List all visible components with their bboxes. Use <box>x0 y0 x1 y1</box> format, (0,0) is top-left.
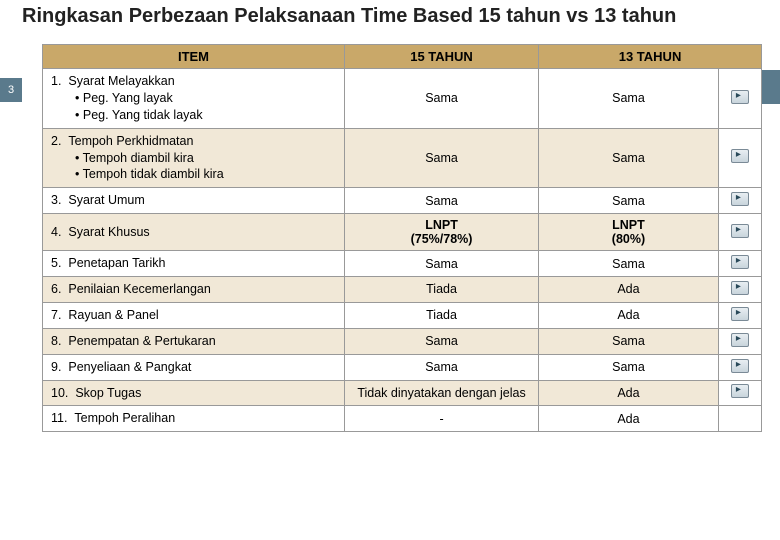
cell-goto[interactable] <box>718 251 761 277</box>
cell-13-tahun: LNPT(80%) <box>539 214 719 251</box>
header-item: ITEM <box>43 45 345 69</box>
goto-icon[interactable] <box>731 359 749 373</box>
cell-goto <box>718 406 761 432</box>
cell-item: 9. Penyeliaan & Pangkat <box>43 354 345 380</box>
goto-icon[interactable] <box>731 255 749 269</box>
cell-15-tahun: Sama <box>344 69 538 129</box>
cell-goto[interactable] <box>718 214 761 251</box>
goto-icon[interactable] <box>731 192 749 206</box>
goto-icon[interactable] <box>731 307 749 321</box>
table-row: 10. Skop TugasTidak dinyatakan dengan je… <box>43 380 762 406</box>
cell-13-tahun: Ada <box>539 406 719 432</box>
table-row: 3. Syarat UmumSamaSama <box>43 188 762 214</box>
cell-goto[interactable] <box>718 328 761 354</box>
cell-item: 2. Tempoh PerkhidmatanTempoh diambil kir… <box>43 128 345 188</box>
cell-goto[interactable] <box>718 354 761 380</box>
cell-item: 4. Syarat Khusus <box>43 214 345 251</box>
cell-15-tahun: Sama <box>344 354 538 380</box>
comparison-table-wrap: ITEM 15 TAHUN 13 TAHUN 1. Syarat Melayak… <box>42 44 762 432</box>
cell-13-tahun: Ada <box>539 277 719 303</box>
goto-icon[interactable] <box>731 90 749 104</box>
cell-13-tahun: Sama <box>539 251 719 277</box>
cell-13-tahun: Sama <box>539 188 719 214</box>
cell-15-tahun: Sama <box>344 251 538 277</box>
cell-item: 11. Tempoh Peralihan <box>43 406 345 432</box>
cell-13-tahun: Sama <box>539 328 719 354</box>
table-row: 7. Rayuan & PanelTiadaAda <box>43 302 762 328</box>
cell-15-tahun: Tidak dinyatakan dengan jelas <box>344 380 538 406</box>
goto-icon[interactable] <box>731 281 749 295</box>
table-row: 6. Penilaian KecemerlanganTiadaAda <box>43 277 762 303</box>
side-accent <box>762 70 780 104</box>
cell-goto[interactable] <box>718 302 761 328</box>
cell-13-tahun: Ada <box>539 380 719 406</box>
cell-15-tahun: Sama <box>344 128 538 188</box>
cell-item: 3. Syarat Umum <box>43 188 345 214</box>
cell-13-tahun: Sama <box>539 128 719 188</box>
cell-15-tahun: Tiada <box>344 277 538 303</box>
cell-item: 6. Penilaian Kecemerlangan <box>43 277 345 303</box>
goto-icon[interactable] <box>731 333 749 347</box>
cell-item: 7. Rayuan & Panel <box>43 302 345 328</box>
cell-15-tahun: Tiada <box>344 302 538 328</box>
comparison-table: ITEM 15 TAHUN 13 TAHUN 1. Syarat Melayak… <box>42 44 762 432</box>
cell-goto[interactable] <box>718 69 761 129</box>
cell-13-tahun: Ada <box>539 302 719 328</box>
goto-icon[interactable] <box>731 149 749 163</box>
table-row: 2. Tempoh PerkhidmatanTempoh diambil kir… <box>43 128 762 188</box>
table-row: 5. Penetapan TarikhSamaSama <box>43 251 762 277</box>
table-row: 1. Syarat MelayakkanPeg. Yang layakPeg. … <box>43 69 762 129</box>
cell-goto[interactable] <box>718 277 761 303</box>
header-15: 15 TAHUN <box>344 45 538 69</box>
cell-item: 5. Penetapan Tarikh <box>43 251 345 277</box>
goto-icon[interactable] <box>731 224 749 238</box>
goto-icon[interactable] <box>731 384 749 398</box>
cell-13-tahun: Sama <box>539 354 719 380</box>
table-row: 4. Syarat KhususLNPT(75%/78%)LNPT(80%) <box>43 214 762 251</box>
table-header-row: ITEM 15 TAHUN 13 TAHUN <box>43 45 762 69</box>
cell-goto[interactable] <box>718 380 761 406</box>
cell-goto[interactable] <box>718 128 761 188</box>
cell-15-tahun: Sama <box>344 328 538 354</box>
table-row: 8. Penempatan & PertukaranSamaSama <box>43 328 762 354</box>
header-13: 13 TAHUN <box>539 45 762 69</box>
cell-goto[interactable] <box>718 188 761 214</box>
cell-item: 10. Skop Tugas <box>43 380 345 406</box>
cell-15-tahun: LNPT(75%/78%) <box>344 214 538 251</box>
table-row: 11. Tempoh Peralihan-Ada <box>43 406 762 432</box>
cell-item: 8. Penempatan & Pertukaran <box>43 328 345 354</box>
cell-15-tahun: - <box>344 406 538 432</box>
page-number-badge: 3 <box>0 78 22 102</box>
cell-item: 1. Syarat MelayakkanPeg. Yang layakPeg. … <box>43 69 345 129</box>
page-title: Ringkasan Perbezaan Pelaksanaan Time Bas… <box>0 0 780 28</box>
table-row: 9. Penyeliaan & PangkatSamaSama <box>43 354 762 380</box>
cell-13-tahun: Sama <box>539 69 719 129</box>
cell-15-tahun: Sama <box>344 188 538 214</box>
